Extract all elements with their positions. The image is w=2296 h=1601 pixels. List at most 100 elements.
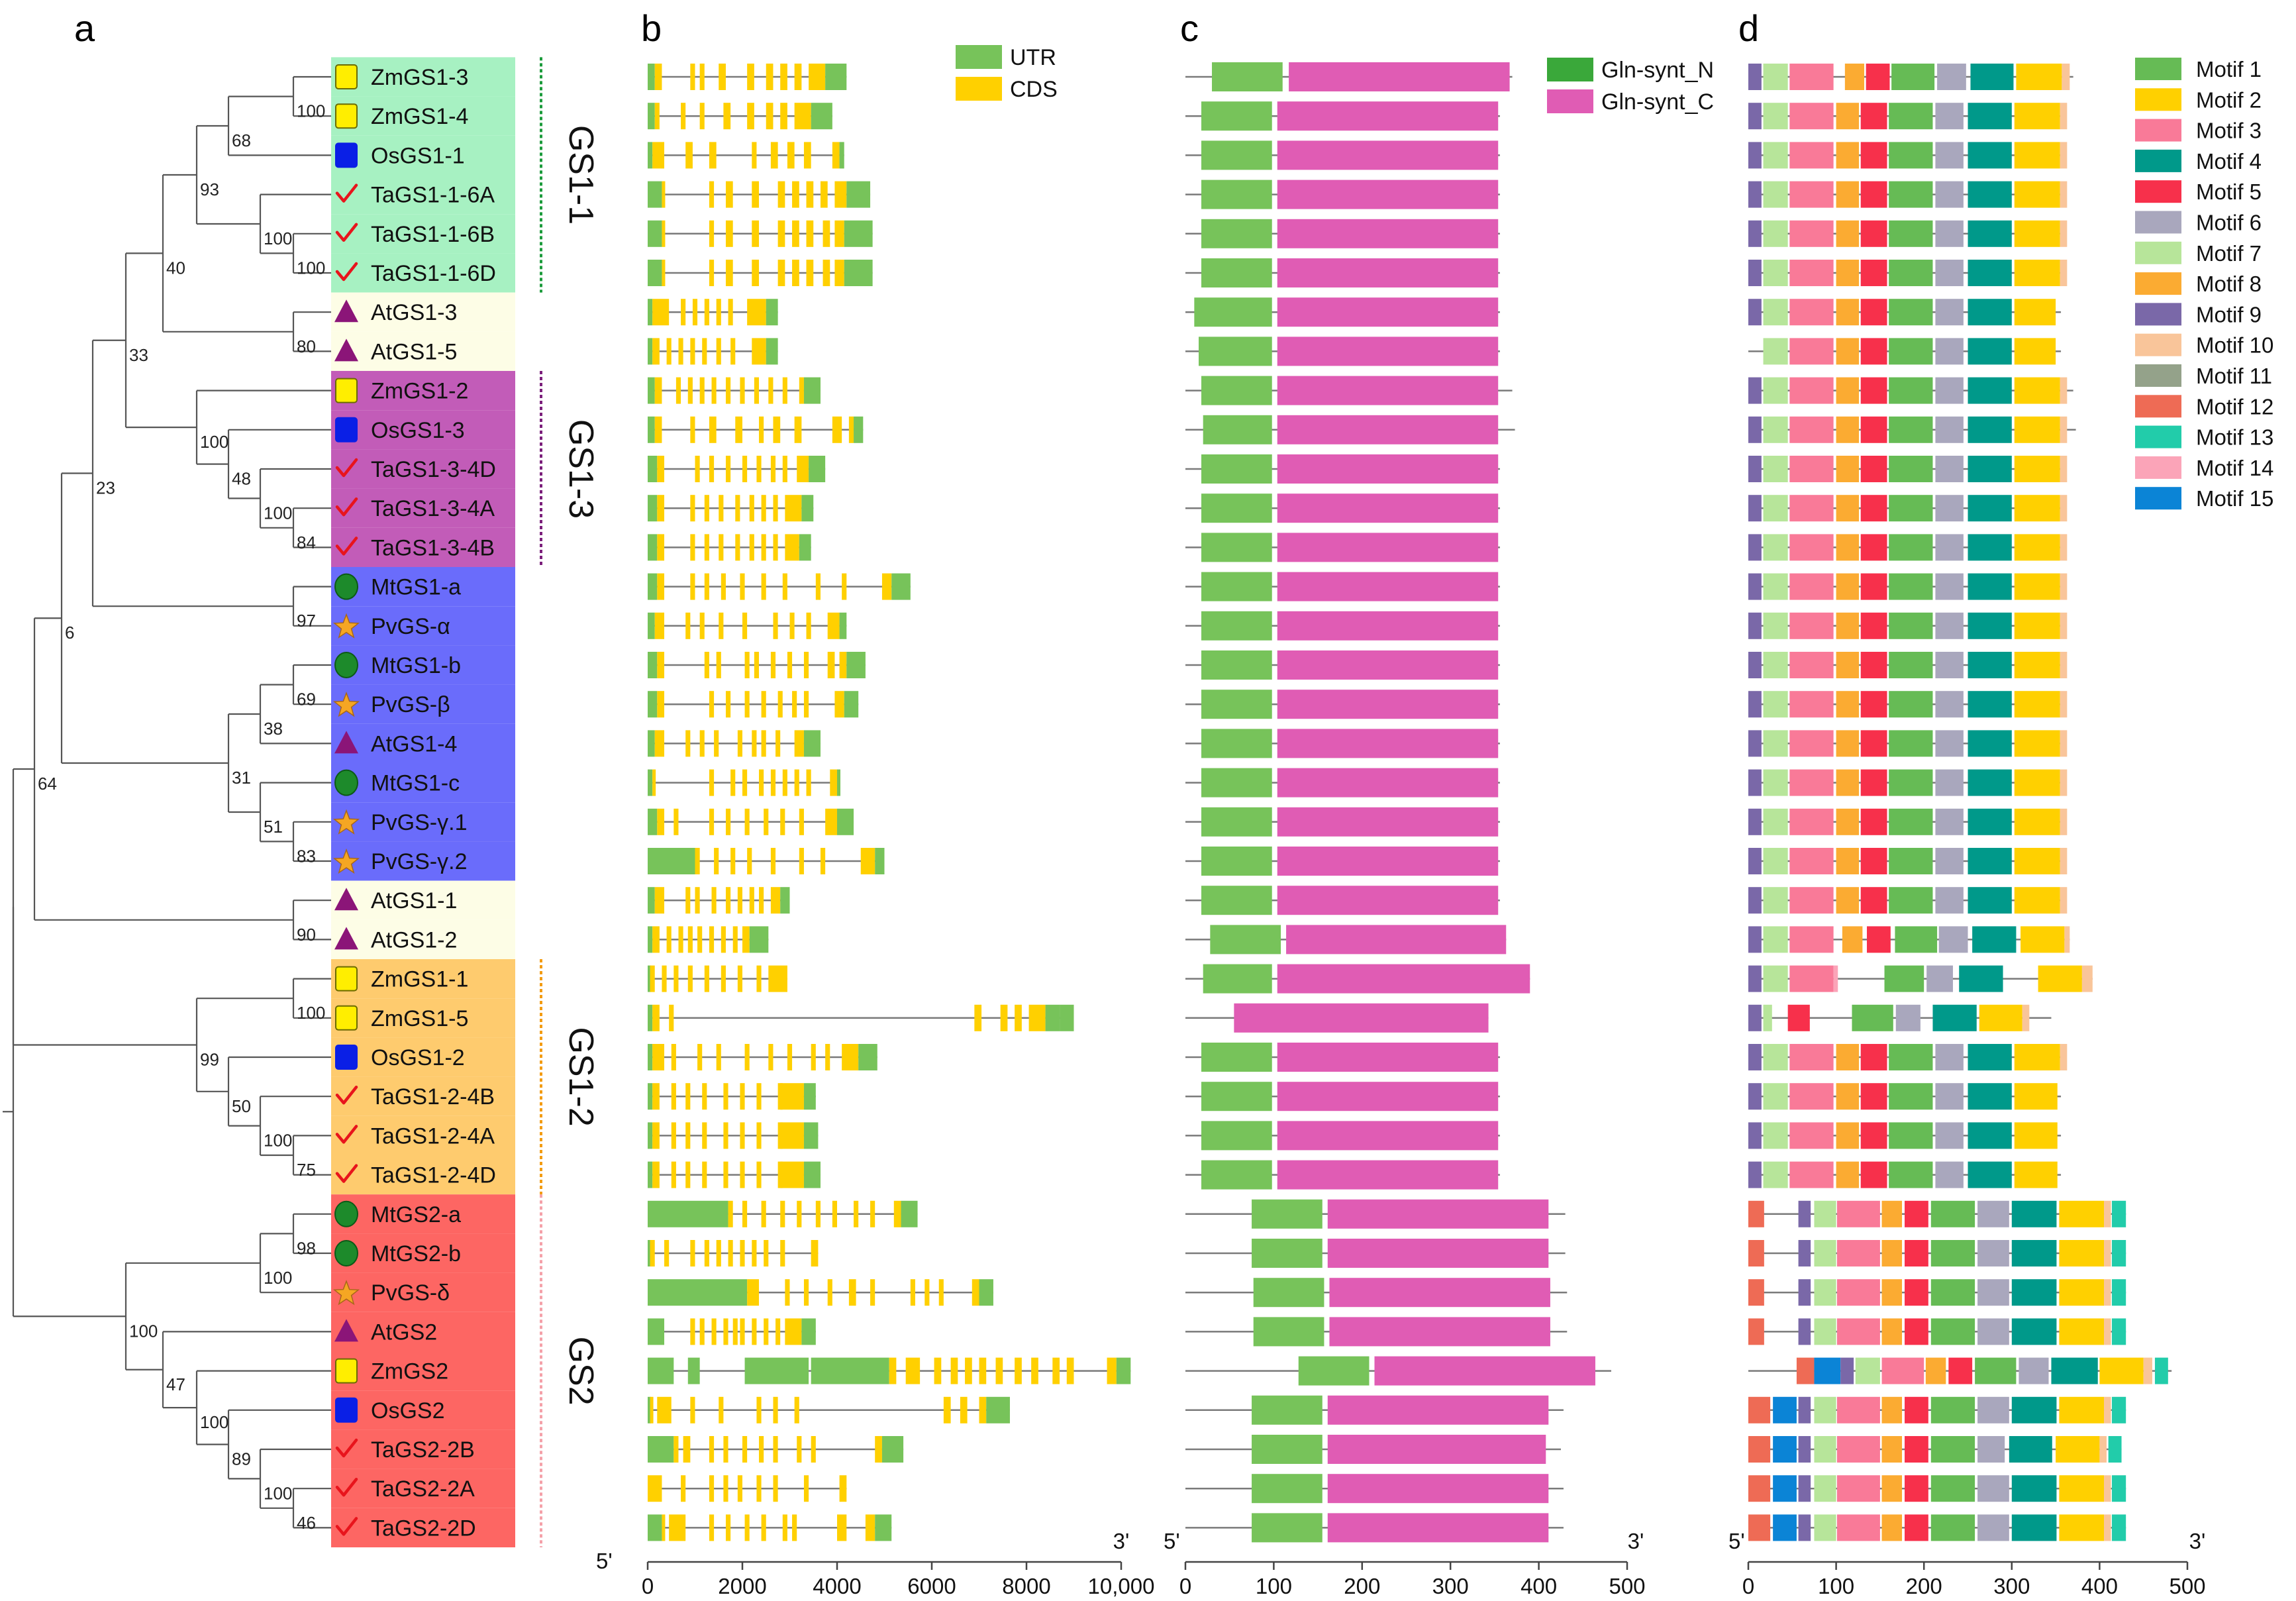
cds-exon-block: [950, 1357, 958, 1384]
gene-name: MtGS2-b: [371, 1241, 461, 1266]
cds-exon-block: [737, 965, 742, 992]
motif-7-block: [1763, 691, 1788, 718]
three-prime-label: 3': [1113, 1529, 1130, 1553]
motif-7-block: [1763, 769, 1788, 796]
gln-synt-c-domain: [1277, 297, 1499, 327]
cds-exon-block: [702, 1083, 707, 1110]
motif-6-block: [1935, 848, 1964, 874]
motif-10-block: [2104, 1318, 2111, 1345]
motif-1-block: [1895, 926, 1938, 953]
motif-6-block: [1935, 299, 1964, 326]
motif-2-block: [2014, 181, 2060, 208]
cds-exon-block: [697, 926, 703, 953]
gln-synt-c-domain: [1327, 1513, 1549, 1543]
cds-exon-block: [744, 652, 750, 678]
motif-1-block: [1930, 1200, 1975, 1227]
utr-block: [1045, 1004, 1060, 1031]
motif-9-block: [1748, 456, 1762, 482]
motif-2-block: [2021, 926, 2065, 953]
cds-exon-block: [827, 612, 840, 639]
motif-4-block: [2011, 1514, 2057, 1541]
motif-7-block: [1814, 1240, 1836, 1266]
motif-9-block: [1748, 220, 1762, 247]
motif-9-block: [1798, 1514, 1811, 1541]
species-marker-square-icon: [335, 64, 358, 89]
motif-9-block: [1748, 730, 1762, 757]
motif-1-block: [1889, 534, 1933, 561]
cds-exon-block: [803, 691, 809, 718]
motif-3-block: [1789, 142, 1834, 169]
motif-9-block: [1748, 573, 1762, 600]
motif-9-block: [1748, 534, 1762, 561]
cds-exon-block: [775, 1318, 781, 1345]
motif-1-block: [1889, 142, 1933, 169]
motif-7-block: [1814, 1279, 1836, 1306]
gene-name: PvGS-δ: [371, 1280, 450, 1306]
cds-exon-block: [740, 1083, 745, 1110]
legend-label: Motif 14: [2196, 456, 2273, 480]
motif-1-block: [1930, 1240, 1975, 1266]
motif-2-block: [2014, 1122, 2058, 1149]
legend-label: Motif 2: [2196, 87, 2262, 112]
motif-9-block: [1748, 926, 1762, 953]
motif-8-block: [1881, 1396, 1903, 1423]
cds-exon-block: [709, 1475, 715, 1502]
cds-exon-block: [905, 1357, 921, 1384]
group-label: GS2: [562, 1337, 600, 1406]
cds-exon-block: [1000, 1004, 1008, 1031]
gln-synt-n-domain: [1201, 1082, 1272, 1111]
motif-4-block: [1968, 1122, 2012, 1149]
gene-name: ZmGS1-2: [371, 379, 468, 404]
cds-exon-block: [711, 377, 717, 404]
cds-exon-block: [728, 1240, 733, 1266]
cds-exon-block: [657, 534, 665, 561]
cds-exon-block: [881, 573, 892, 600]
legend-swatch: [956, 77, 1002, 101]
cds-exon-block: [692, 299, 698, 326]
gene-name: TaGS1-1-6A: [371, 183, 495, 208]
x-axis-tick-label: 4000: [813, 1574, 861, 1598]
motif-7-block: [1763, 1044, 1788, 1070]
gln-synt-c-domain: [1277, 140, 1499, 170]
species-marker-check-icon: [335, 1085, 358, 1105]
cds-exon-block: [803, 652, 809, 678]
species-marker-triangle-icon: [334, 338, 358, 362]
panel-label-d: d: [1738, 7, 1759, 49]
cds-exon-block: [749, 495, 754, 522]
motif-9-block: [1798, 1318, 1811, 1345]
gln-synt-n-domain: [1201, 493, 1272, 523]
cds-exon-block: [780, 1240, 785, 1266]
motif-8-block: [1836, 416, 1860, 443]
motif-8-block: [1881, 1436, 1903, 1463]
cds-exon-block: [652, 142, 665, 169]
gene-name: TaGS1-1-6B: [371, 222, 495, 247]
gene-name: PvGS-γ.1: [371, 810, 467, 835]
utr-block: [648, 691, 658, 718]
motif-3-block: [1789, 64, 1834, 90]
cds-exon-block: [652, 1122, 660, 1149]
bootstrap-value: 100: [200, 432, 228, 452]
cds-exon-block: [664, 1240, 670, 1266]
motif-7-block: [1763, 573, 1788, 600]
utr-block: [648, 495, 658, 522]
utr-block: [648, 1200, 728, 1227]
legend-label: CDS: [1010, 77, 1058, 102]
x-axis-tick-label: 500: [1609, 1574, 1645, 1598]
cds-exon-block: [759, 416, 764, 443]
motif-4-block: [1968, 338, 2012, 365]
cds-exon-block: [744, 808, 750, 835]
motif-9-block: [1798, 1200, 1811, 1227]
motif-9-block: [1748, 64, 1762, 90]
cds-exon-block: [792, 1514, 797, 1541]
motif-7-block: [1763, 1161, 1788, 1188]
motif-3-block: [1789, 848, 1834, 874]
bootstrap-value: 100: [200, 1412, 228, 1432]
cds-exon-block: [732, 1318, 738, 1345]
motif-10-block: [2104, 1279, 2111, 1306]
gene-label-background: [331, 567, 515, 607]
cds-exon-block: [709, 181, 715, 208]
motif-2-block: [2014, 456, 2060, 482]
motif-4-block: [1968, 220, 2012, 247]
gln-synt-n-domain: [1201, 533, 1272, 562]
motif-7-block: [1763, 887, 1788, 914]
